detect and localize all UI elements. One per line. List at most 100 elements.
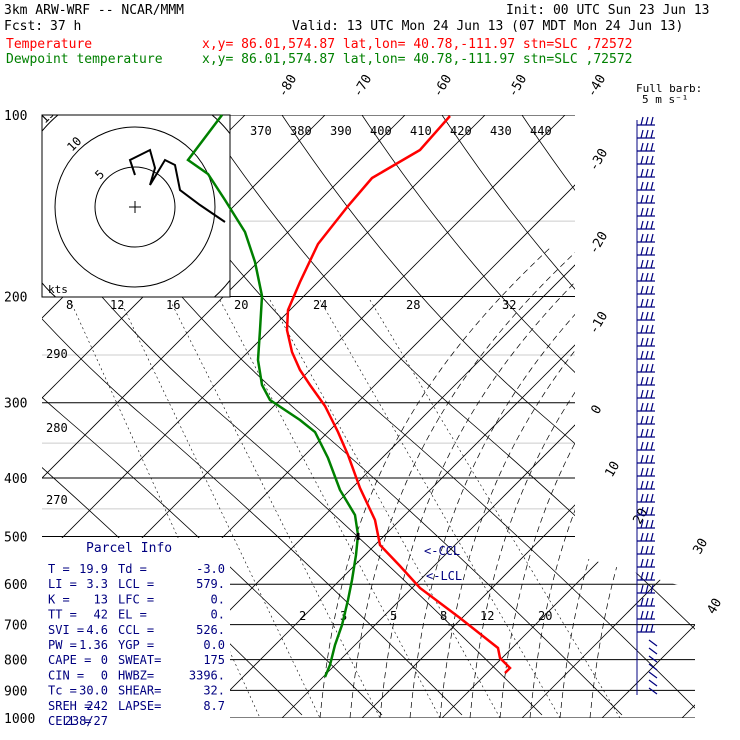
parcel-info-cell: SWEAT= bbox=[118, 653, 161, 667]
pressure-label-900: 900 bbox=[4, 684, 27, 699]
parcel-info-cell: YGP = bbox=[118, 638, 154, 652]
wind-barb bbox=[648, 679, 658, 687]
parcel-info-cell: LI = bbox=[48, 577, 77, 591]
mixing-ratio-label: 20 bbox=[538, 609, 552, 623]
dewpoint-trace bbox=[186, 114, 360, 678]
parcel-info-cell: 32. bbox=[203, 684, 225, 698]
fcst-label: Fcst: bbox=[4, 19, 43, 34]
mixing-ratio-label: 8 bbox=[440, 609, 447, 623]
parcel-info-cell: LCL = bbox=[118, 577, 154, 591]
hodograph-ring-label: 15 bbox=[37, 106, 57, 126]
isotherm bbox=[441, 115, 695, 718]
isotherm bbox=[681, 115, 695, 718]
theta-label: 280 bbox=[46, 421, 68, 435]
wind-barb bbox=[637, 558, 655, 568]
wind-barb bbox=[637, 389, 655, 399]
isotherm bbox=[521, 115, 695, 718]
parcel-info-cell: SVI = bbox=[48, 623, 84, 637]
hodograph-ring bbox=[54, 126, 216, 288]
wind-barb bbox=[637, 428, 655, 438]
dry-adiabat bbox=[42, 115, 383, 716]
parcel-info-cell: CELL = bbox=[48, 714, 91, 728]
parcel-info-cell: SREH = bbox=[48, 699, 91, 713]
wind-barb bbox=[637, 285, 655, 295]
theta-e-label: 380 bbox=[290, 124, 312, 138]
sounding-traces bbox=[186, 114, 512, 678]
parcel-info-cell: 0 bbox=[101, 653, 108, 667]
wind-barb bbox=[637, 129, 655, 139]
wind-barb bbox=[637, 571, 655, 581]
wind-barb bbox=[637, 454, 655, 464]
wind-barb bbox=[637, 402, 655, 412]
parcel-info-box: Parcel Info T = 19.9 Td = -3.0 LI = 3.3 LCL = 5… bbox=[42, 538, 230, 728]
parcel-info-cell: K = bbox=[48, 592, 70, 606]
mixing-ratio-label: 16 bbox=[166, 298, 180, 312]
parcel-info-cell: 3.3 bbox=[86, 577, 108, 591]
wind-barb bbox=[637, 415, 655, 425]
barb-legend-line2: 5 m s⁻¹ bbox=[642, 93, 688, 106]
theta-e-label: 430 bbox=[490, 124, 512, 138]
mixing-ratio-label: 20 bbox=[234, 298, 248, 312]
pressure-label-700: 700 bbox=[4, 619, 27, 634]
wind-barb bbox=[637, 181, 655, 191]
wind-barb bbox=[637, 467, 655, 477]
isotherm bbox=[201, 115, 695, 718]
parcel-info-cell: CCL = bbox=[118, 623, 154, 637]
parcel-info-cell: 19.9 bbox=[79, 562, 108, 576]
wind-barb bbox=[648, 671, 658, 679]
isotherm-label: 40 bbox=[704, 596, 725, 617]
wind-barb bbox=[648, 655, 658, 663]
pressure-label-1000: 1000 bbox=[4, 712, 35, 727]
pressure-label-200: 200 bbox=[4, 291, 27, 306]
theta-e-label: 440 bbox=[530, 124, 552, 138]
wind-barb bbox=[637, 259, 655, 269]
moist-adiabat bbox=[499, 247, 695, 718]
hodograph-trace bbox=[128, 148, 226, 223]
legend-temperature-info: x,y= 86.01,574.87 lat,lon= 40.78,-111.97… bbox=[202, 37, 632, 52]
init-time: Init: 00 UTC Sun 23 Jun 13 bbox=[506, 3, 710, 18]
parcel-info-cell: 242 bbox=[86, 699, 108, 713]
mixing-ratio-label: 28 bbox=[406, 298, 420, 312]
moist-adiabat bbox=[439, 247, 671, 718]
dry-adiabat bbox=[42, 115, 463, 716]
wind-barb bbox=[637, 324, 655, 334]
isotherm-label: -40 bbox=[584, 72, 609, 100]
parcel-info-cell: 3396. bbox=[189, 668, 225, 682]
mixing-ratio-label: 2 bbox=[299, 609, 306, 623]
mixing-ratio-line bbox=[219, 299, 441, 718]
hodograph-unit: kts bbox=[48, 283, 68, 296]
moist-adiabat bbox=[529, 247, 695, 718]
mixing-ratio-label: 12 bbox=[110, 298, 124, 312]
wind-barb bbox=[637, 623, 655, 633]
wind-barb bbox=[637, 610, 655, 620]
isotherm-label: 10 bbox=[602, 459, 623, 480]
wind-barb bbox=[648, 639, 658, 647]
wind-barb bbox=[637, 363, 655, 373]
moist-adiabat bbox=[469, 247, 695, 718]
theta-label: 290 bbox=[46, 347, 68, 361]
parcel-info-cell: 579. bbox=[196, 577, 225, 591]
isotherm-label: 20 bbox=[630, 506, 651, 527]
wind-barb bbox=[637, 376, 655, 386]
wind-barb bbox=[637, 441, 655, 451]
mixing-ratio-label: 32 bbox=[502, 298, 516, 312]
isotherm bbox=[42, 115, 453, 718]
mixing-ratio-label: 5 bbox=[390, 609, 397, 623]
isotherm-label: -20 bbox=[586, 229, 611, 257]
parcel-info-cell: 0. bbox=[211, 592, 225, 606]
isotherm bbox=[42, 115, 533, 718]
wind-barb bbox=[637, 168, 655, 178]
moist-adiabat bbox=[589, 247, 695, 718]
parcel-info-cell: Td = bbox=[118, 562, 147, 576]
parcel-info-cell: 4.6 bbox=[86, 623, 108, 637]
parcel-info-cell: 175 bbox=[203, 653, 225, 667]
parcel-info-cell: LAPSE= bbox=[118, 699, 161, 713]
parcel-info-cell: 0.0 bbox=[203, 638, 225, 652]
wind-barb bbox=[637, 233, 655, 243]
moist-adiabat bbox=[559, 247, 695, 718]
valid-time: Valid: 13 UTC Mon 24 Jun 13 (07 MDT Mon … bbox=[292, 19, 683, 34]
mixing-ratio-label: 24 bbox=[313, 298, 327, 312]
parcel-info-cell: LFC = bbox=[118, 592, 154, 606]
parcel-info-cell: HWBZ= bbox=[118, 668, 154, 682]
